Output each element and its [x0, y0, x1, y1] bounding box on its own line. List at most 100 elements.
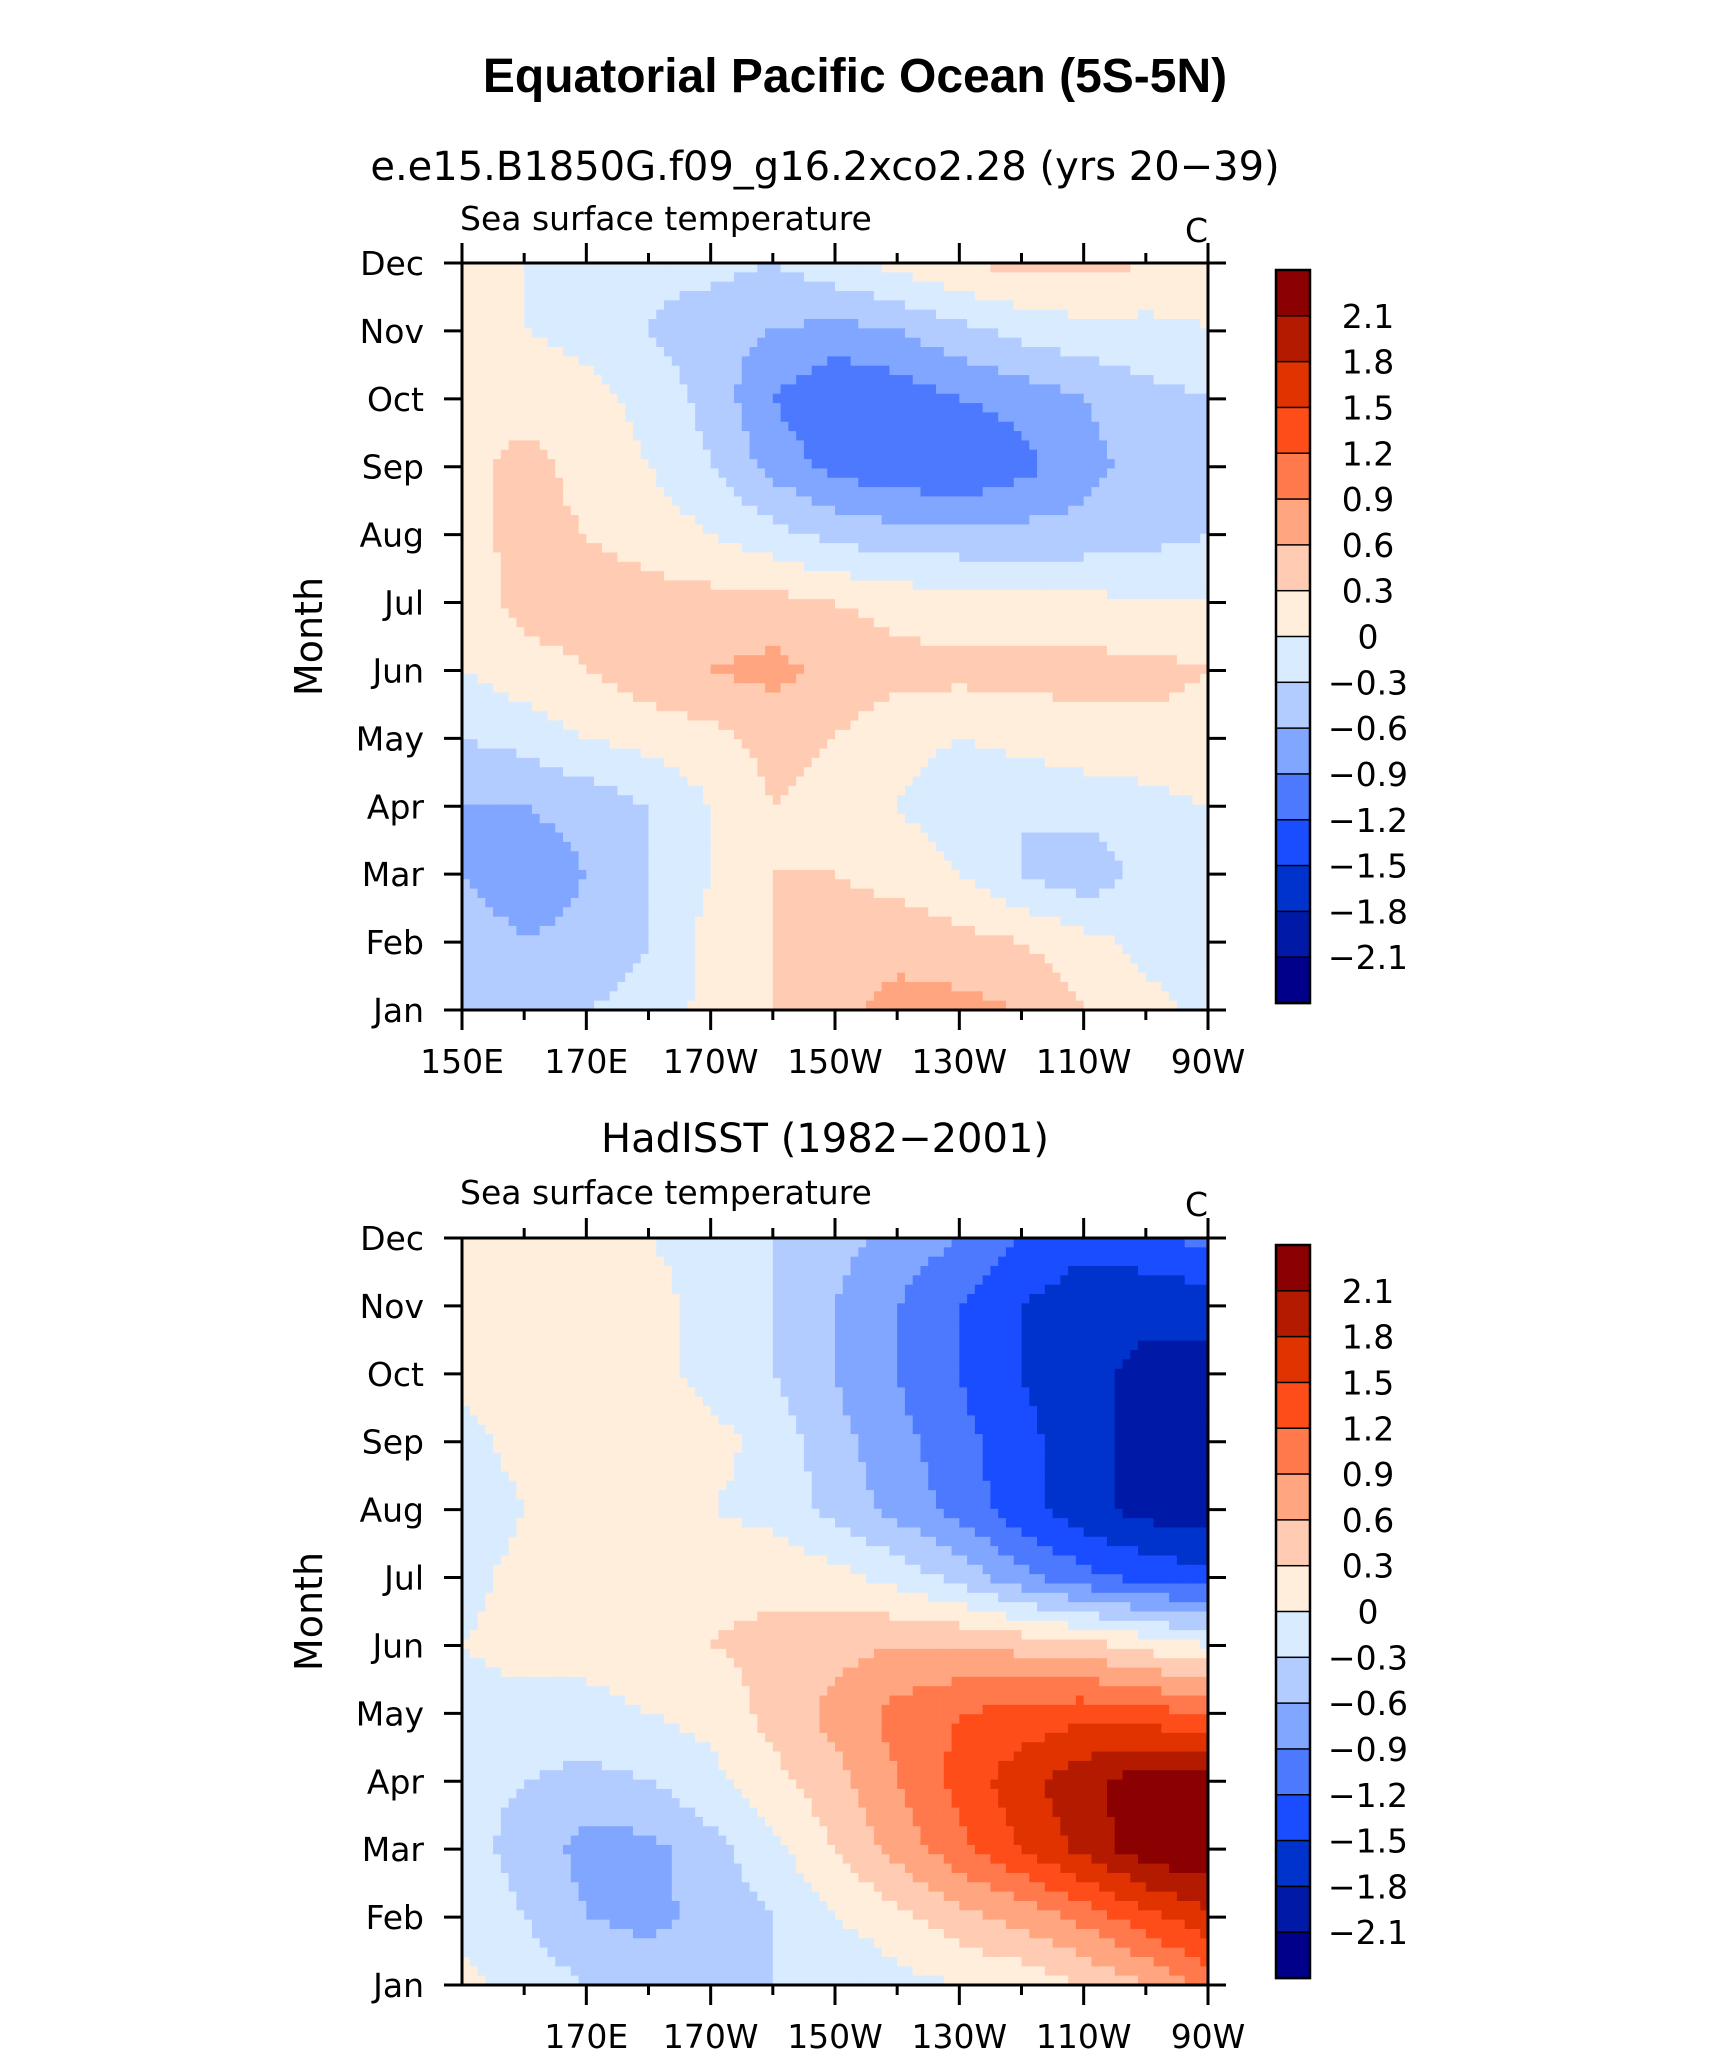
sst-cell	[835, 309, 844, 320]
sst-cell	[1130, 356, 1139, 367]
sst-cell	[1075, 328, 1085, 339]
sst-cell	[772, 627, 782, 638]
sst-cell	[500, 720, 510, 731]
sst-cell	[1060, 533, 1069, 544]
sst-cell	[889, 319, 898, 329]
sst-cell	[904, 571, 914, 582]
sst-cell	[687, 431, 696, 442]
sst-cell	[726, 272, 735, 283]
sst-cell	[1075, 664, 1085, 675]
sst-cell	[1200, 291, 1209, 301]
sst-cell	[1153, 337, 1162, 348]
sst-cell	[788, 347, 797, 357]
sst-cell	[741, 589, 751, 600]
sst-cell	[796, 720, 805, 731]
sst-cell	[485, 300, 494, 311]
sst-cell	[1013, 571, 1023, 582]
sst-cell	[757, 365, 766, 376]
sst-cell	[1145, 589, 1155, 600]
sst-cell	[695, 589, 704, 600]
sst-cell	[1099, 636, 1108, 647]
sst-cell	[539, 412, 549, 423]
sst-cell	[811, 440, 821, 451]
sst-cell	[1091, 477, 1100, 488]
sst-cell	[1052, 627, 1061, 638]
sst-cell	[920, 365, 929, 376]
sst-cell	[827, 627, 836, 638]
sst-cell	[1037, 599, 1046, 610]
sst-cell	[524, 393, 533, 404]
sst-cell	[866, 664, 875, 675]
sst-cell	[772, 319, 782, 329]
sst-cell	[1130, 393, 1139, 404]
sst-cell	[679, 356, 688, 367]
sst-cell	[780, 384, 789, 395]
sst-cell	[1021, 477, 1030, 488]
sst-cell	[772, 477, 782, 488]
sst-cell	[1169, 393, 1178, 404]
sst-cell	[1083, 543, 1093, 554]
sst-cell	[1145, 617, 1155, 628]
sst-cell	[1122, 365, 1131, 376]
sst-cell	[757, 645, 766, 656]
sst-cell	[780, 337, 789, 348]
sst-cell	[1138, 608, 1147, 619]
sst-cell	[889, 449, 898, 460]
sst-cell	[563, 636, 572, 647]
sst-cell	[959, 720, 968, 731]
sst-cell	[1044, 720, 1054, 731]
sst-cell	[943, 683, 953, 694]
sst-cell	[1122, 328, 1131, 339]
sst-cell	[912, 300, 922, 311]
sst-cell	[1176, 617, 1186, 628]
sst-cell	[1192, 431, 1201, 442]
sst-cell	[757, 272, 766, 283]
sst-cell	[967, 300, 976, 311]
sst-cell	[959, 459, 968, 470]
sst-cell	[601, 291, 611, 301]
sst-cell	[539, 636, 549, 647]
sst-cell	[648, 375, 657, 385]
sst-cell	[788, 701, 797, 712]
sst-cell	[1052, 664, 1061, 675]
sst-cell	[757, 627, 766, 638]
sst-cell	[1200, 347, 1209, 357]
sst-cell	[974, 356, 984, 367]
sst-cell	[897, 655, 906, 666]
sst-cell	[671, 291, 681, 301]
sst-cell	[617, 309, 626, 320]
sst-cell	[555, 309, 564, 320]
sst-cell	[1153, 309, 1162, 320]
sst-cell	[967, 281, 976, 292]
sst-cell	[1106, 627, 1116, 638]
sst-cell	[1068, 636, 1077, 647]
sst-cell	[671, 421, 681, 432]
sst-cell	[1021, 403, 1030, 413]
sst-cell	[796, 617, 805, 628]
sst-cell	[974, 337, 984, 348]
sst-cell	[656, 636, 665, 647]
sst-cell	[788, 636, 797, 647]
sst-cell	[912, 403, 922, 413]
sst-cell	[539, 589, 549, 600]
sst-cell	[881, 496, 890, 507]
sst-cell	[702, 580, 712, 591]
sst-cell	[493, 263, 502, 273]
sst-cell	[477, 617, 486, 628]
sst-cell	[702, 496, 712, 507]
sst-cell	[936, 440, 945, 451]
sst-cell	[1083, 664, 1093, 675]
sst-cell	[702, 403, 712, 413]
sst-cell	[563, 589, 572, 600]
sst-cell	[462, 636, 471, 647]
sst-cell	[710, 683, 720, 694]
sst-cell	[601, 459, 611, 470]
sst-cell	[625, 384, 634, 395]
sst-cell	[485, 496, 494, 507]
sst-cell	[1145, 431, 1155, 442]
sst-cell	[967, 608, 976, 619]
sst-cell	[873, 393, 883, 404]
sst-cell	[998, 403, 1007, 413]
sst-cell	[788, 673, 797, 684]
sst-cell	[539, 375, 549, 385]
